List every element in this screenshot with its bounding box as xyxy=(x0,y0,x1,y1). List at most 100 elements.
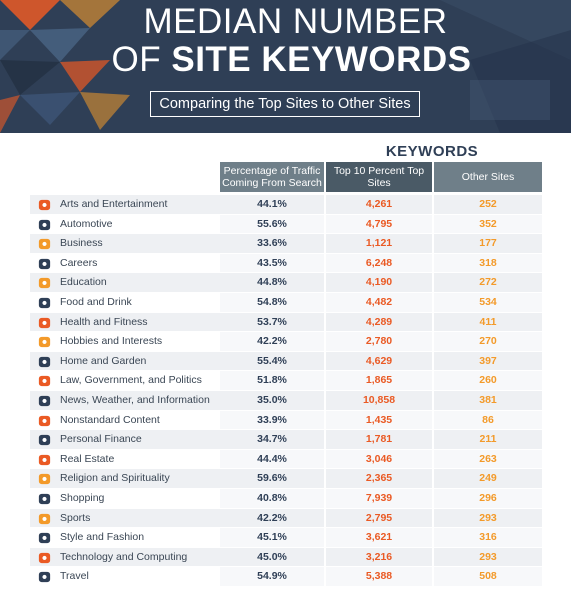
category-name: Food and Drink xyxy=(60,295,132,308)
top10-cell: 1,435 xyxy=(326,410,432,430)
chart-line-icon xyxy=(38,239,51,250)
other-sites-cell: 296 xyxy=(434,488,542,508)
table-row: Business 33.6% 1,121 177 xyxy=(0,234,571,254)
gear-icon xyxy=(38,219,51,230)
row-label-background xyxy=(30,567,220,586)
theater-masks-icon xyxy=(38,199,51,211)
signpost-icon xyxy=(38,415,51,426)
row-label-background xyxy=(30,273,220,292)
pencil-icon xyxy=(38,336,51,348)
percentage-cell: 51.8% xyxy=(220,371,324,390)
table-row: Personal Finance 34.7% 1,781 211 xyxy=(0,430,571,450)
percentage-cell: 44.4% xyxy=(220,449,324,469)
category-name: Automotive xyxy=(60,217,113,230)
percentage-cell: 53.7% xyxy=(220,312,324,332)
praying-hands-icon xyxy=(38,474,51,485)
row-label-background xyxy=(30,312,220,332)
category-name: Technology and Computing xyxy=(60,550,188,563)
top10-cell: 1,865 xyxy=(326,371,432,390)
newspaper-icon xyxy=(38,395,51,407)
row-label-background xyxy=(30,215,220,234)
houses-icon xyxy=(38,454,51,465)
row-label-background xyxy=(30,430,220,449)
other-sites-cell: 316 xyxy=(434,528,542,547)
other-sites-cell: 352 xyxy=(434,214,542,234)
top10-cell: 7,939 xyxy=(326,488,432,508)
row-label-background xyxy=(30,489,220,508)
percentage-cell: 42.2% xyxy=(220,508,324,528)
other-sites-cell: 86 xyxy=(434,410,542,430)
top10-cell: 3,621 xyxy=(326,528,432,547)
top10-cell: 3,216 xyxy=(326,547,432,567)
house-icon xyxy=(38,356,51,367)
table-row: Law, Government, and Politics 51.8% 1,865 2… xyxy=(0,371,571,391)
row-label-background xyxy=(30,195,220,214)
table-row: Travel 54.9% 5,388 508 xyxy=(0,567,571,587)
category-name: Careers xyxy=(60,256,98,269)
table-row: Health and Fitness 53.7% 4,289 411 xyxy=(0,312,571,333)
top10-cell: 3,046 xyxy=(326,449,432,469)
percentage-cell: 33.6% xyxy=(220,234,324,253)
heart-pulse-icon xyxy=(38,317,51,328)
column-header-top10: Top 10 Percent Top Sites xyxy=(326,162,432,192)
percentage-cell: 42.2% xyxy=(220,332,324,351)
percentage-cell: 45.0% xyxy=(220,547,324,567)
header-banner: MEDIAN NUMBER OF SITE KEYWORDS Comparing… xyxy=(0,0,571,133)
percentage-cell: 59.6% xyxy=(220,469,324,488)
category-name: Hobbies and Interests xyxy=(60,335,163,348)
percentage-cell: 54.9% xyxy=(220,567,324,586)
percentage-cell: 44.1% xyxy=(220,195,324,214)
trophy-icon xyxy=(38,513,51,524)
table-row: Education 44.8% 4,190 272 xyxy=(0,273,571,293)
document-icon xyxy=(38,278,51,289)
column-header-other: Other Sites xyxy=(434,162,542,192)
other-sites-cell: 252 xyxy=(434,195,542,214)
top10-cell: 4,261 xyxy=(326,195,432,214)
table-row: Careers 43.5% 6,248 318 xyxy=(0,253,571,274)
percentage-cell: 54.8% xyxy=(220,292,324,312)
category-name: Education xyxy=(60,276,107,289)
table-body: Arts and Entertainment 44.1% 4,261 252 Autom… xyxy=(0,195,571,587)
table-row: Religion and Spirituality 59.6% 2,365 249 xyxy=(0,469,571,489)
percentage-cell: 40.8% xyxy=(220,488,324,508)
top10-cell: 4,482 xyxy=(326,292,432,312)
top10-cell: 5,388 xyxy=(326,567,432,586)
category-name: Real Estate xyxy=(60,452,115,465)
row-label-background xyxy=(30,234,220,253)
table-row: Style and Fashion 45.1% 3,621 316 xyxy=(0,528,571,548)
row-label-background xyxy=(30,390,220,410)
table-row: Real Estate 44.4% 3,046 263 xyxy=(0,449,571,470)
table-row: Nonstandard Content 33.9% 1,435 86 xyxy=(0,410,571,431)
top10-cell: 2,780 xyxy=(326,332,432,351)
table-row: Automotive 55.6% 4,795 352 xyxy=(0,214,571,235)
category-name: Arts and Entertainment xyxy=(60,198,168,210)
category-name: Travel xyxy=(60,570,89,583)
other-sites-cell: 293 xyxy=(434,508,542,528)
other-sites-cell: 263 xyxy=(434,449,542,469)
category-name: Business xyxy=(60,237,103,250)
other-sites-cell: 318 xyxy=(434,253,542,273)
other-sites-cell: 272 xyxy=(434,273,542,292)
subtitle: Comparing the Top Sites to Other Sites xyxy=(150,91,420,117)
top10-cell: 1,121 xyxy=(326,234,432,253)
table-row: News, Weather, and Information 35.0% 10,85… xyxy=(0,390,571,411)
row-label-background xyxy=(30,469,220,488)
row-label-background xyxy=(30,547,220,567)
other-sites-cell: 397 xyxy=(434,351,542,371)
other-sites-cell: 270 xyxy=(434,332,542,351)
row-label-background xyxy=(30,254,220,273)
other-sites-cell: 260 xyxy=(434,371,542,390)
percentage-cell: 43.5% xyxy=(220,253,324,273)
other-sites-cell: 508 xyxy=(434,567,542,586)
graduation-cap-icon xyxy=(38,258,51,269)
other-sites-cell: 534 xyxy=(434,292,542,312)
other-sites-cell: 249 xyxy=(434,469,542,488)
hanger-icon xyxy=(38,532,51,544)
percentage-cell: 34.7% xyxy=(220,430,324,449)
category-name: Personal Finance xyxy=(60,433,142,446)
category-name: Sports xyxy=(60,511,91,524)
title-line-2: OF SITE KEYWORDS xyxy=(6,40,571,80)
top10-cell: 4,289 xyxy=(326,312,432,332)
table-row: Home and Garden 55.4% 4,629 397 xyxy=(0,351,571,372)
title-line-1: MEDIAN NUMBER xyxy=(143,2,448,41)
